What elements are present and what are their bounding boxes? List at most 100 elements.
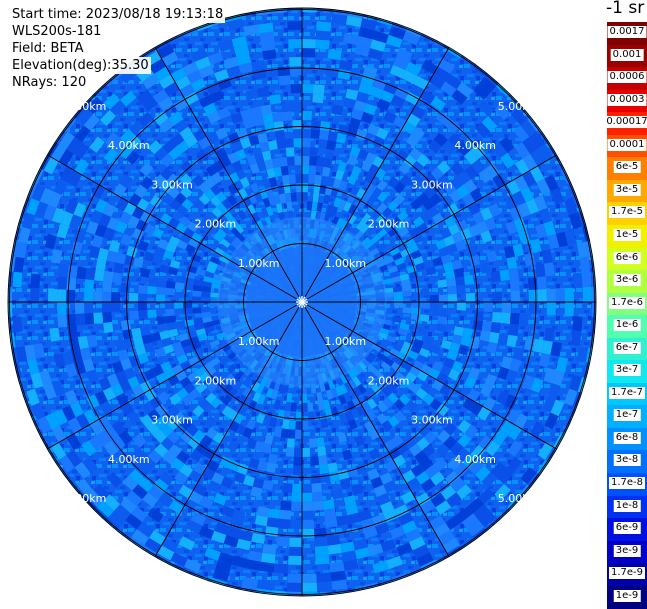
range-gate-cell: [410, 160, 424, 174]
range-gate-cell: [445, 73, 462, 90]
range-gate-cell: [312, 84, 325, 95]
range-gate-cell: [187, 371, 199, 383]
range-gate-cell: [363, 65, 378, 78]
range-gate-cell: [193, 483, 208, 497]
range-gate-cell: [91, 234, 104, 248]
range-gate-cell: [302, 384, 307, 394]
range-gate-cell: [281, 102, 292, 112]
range-gate-cell: [324, 185, 333, 196]
range-gate-cell: [161, 537, 179, 553]
range-gate-cell: [288, 39, 302, 49]
instrument-id: WLS200s-181: [10, 23, 104, 40]
range-gate-cell: [209, 371, 221, 382]
range-gate-cell: [550, 341, 562, 357]
range-gate-cell: [216, 228, 227, 239]
range-gate-cell: [238, 405, 248, 416]
range-gate-cell: [347, 154, 358, 166]
range-gate-cell: [480, 230, 493, 243]
range-gate-cell: [450, 176, 464, 190]
range-gate-cell: [51, 207, 65, 224]
range-gate-cell: [171, 341, 183, 352]
range-gate-cell: [316, 392, 323, 402]
range-gate-cell: [377, 401, 389, 413]
range-gate-cell: [74, 125, 91, 143]
range-gate-cell: [213, 232, 224, 243]
range-gate-cell: [158, 74, 175, 89]
range-gate-cell: [399, 323, 410, 331]
range-gate-cell: [457, 170, 472, 185]
azimuth-line-210: [154, 301, 303, 557]
range-gate-cell: [58, 455, 75, 473]
range-gate-cell: [51, 425, 67, 443]
range-gate-cell: [416, 437, 430, 451]
range-gate-cell: [456, 484, 472, 500]
range-gate-cell: [363, 526, 378, 539]
range-gate-cell: [416, 326, 428, 336]
range-gate-cell: [582, 286, 592, 302]
range-gate-cell: [512, 347, 524, 361]
range-gate-cell: [176, 354, 188, 365]
range-gate-cell: [284, 192, 292, 203]
range-gate-cell: [206, 459, 220, 473]
range-gate-cell: [483, 396, 497, 411]
range-gate-cell: [456, 184, 470, 198]
range-gate-cell: [410, 344, 422, 355]
range-gate-cell: [569, 212, 583, 230]
range-gate-cell: [88, 245, 101, 259]
range-gate-cell: [396, 262, 407, 271]
range-gate-cell: [279, 509, 292, 520]
range-gate-cell: [413, 338, 424, 348]
range-gate-cell: [446, 277, 457, 287]
range-gate-cell: [202, 281, 212, 288]
range-gate-cell: [397, 351, 408, 362]
range-gate-cell: [302, 393, 308, 403]
range-gate-cell: [369, 86, 384, 99]
range-gate-cell: [215, 191, 227, 203]
range-gate-cell: [383, 357, 395, 367]
range-gate-cell: [464, 150, 479, 165]
range-gate-cell: [331, 13, 348, 25]
range-gate-cell: [443, 181, 457, 195]
range-gate-cell: [435, 443, 450, 458]
range-gate-cell: [96, 500, 114, 518]
range-gate-cell: [415, 471, 431, 485]
range-gate-cell: [221, 405, 233, 417]
range-gate-cell: [517, 202, 531, 218]
range-gate-cell: [192, 284, 203, 292]
range-gate-cell: [422, 393, 435, 406]
range-gate-cell: [386, 555, 403, 570]
range-gate-cell: [251, 60, 266, 72]
range-gate-cell: [488, 203, 502, 217]
range-gate-cell: [146, 422, 161, 436]
range-gate-cell: [290, 192, 297, 202]
range-gate-cell: [227, 183, 238, 195]
range-gate-cell: [200, 434, 213, 448]
range-gate-cell: [358, 27, 375, 40]
range-gate-cell: [210, 292, 220, 298]
range-label: 2.00km: [195, 374, 237, 387]
range-gate-cell: [272, 112, 283, 123]
range-gate-cell: [198, 221, 210, 233]
range-gate-cell: [455, 276, 466, 286]
range-gate-cell: [389, 347, 400, 357]
range-gate-cell: [81, 440, 97, 457]
range-gate-cell: [338, 180, 348, 191]
range-gate-cell: [154, 347, 166, 358]
range-gate-cell: [64, 198, 79, 215]
range-gate-cell: [295, 411, 302, 421]
range-gate-cell: [357, 148, 369, 161]
range-gate-cell: [179, 216, 192, 228]
range-gate-cell: [80, 347, 92, 361]
range-gate-cell: [572, 272, 583, 288]
range-gate-cell: [438, 530, 455, 546]
range-gate-cell: [233, 412, 244, 425]
range-gate-cell: [358, 509, 373, 522]
range-gate-cell: [408, 382, 421, 394]
range-gate-cell: [326, 176, 336, 188]
range-gate-cell: [113, 183, 127, 198]
range-gate-cell: [322, 499, 335, 510]
range-gate-cell: [185, 271, 196, 280]
range-gate-cell: [309, 147, 319, 157]
range-gate-cell: [446, 492, 462, 508]
range-gate-cell: [18, 226, 31, 244]
